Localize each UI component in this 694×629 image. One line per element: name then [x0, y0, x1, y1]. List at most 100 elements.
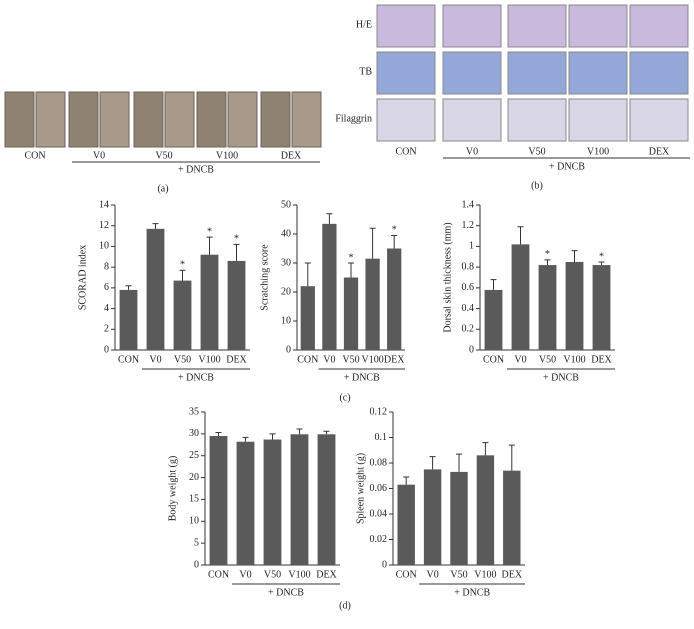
error-bar — [215, 432, 222, 437]
error-bar — [152, 223, 159, 229]
histology-image — [568, 51, 628, 95]
error-bar — [206, 236, 213, 255]
significance-marker: * — [234, 234, 239, 245]
error-bar — [269, 433, 276, 440]
error-bar — [179, 269, 186, 281]
bar — [317, 434, 336, 565]
y-tick-label: 50 — [281, 199, 291, 210]
bar — [322, 223, 337, 350]
y-tick-label: 6 — [104, 282, 109, 293]
y-tick-label: 12 — [99, 220, 109, 231]
y-tick-label: 0.4 — [462, 303, 475, 314]
group-label: V0 — [93, 150, 105, 161]
y-tick-label: 0.2 — [462, 324, 475, 335]
x-tick-label: CON — [208, 569, 229, 580]
x-tick-label: V50 — [342, 354, 359, 365]
y-tick-label: 1.4 — [462, 199, 475, 210]
column-label: CON — [395, 146, 416, 157]
mouse-photo — [133, 91, 164, 148]
bar — [173, 280, 192, 350]
panel-label: (c) — [339, 392, 350, 403]
y-tick-label: 0.6 — [462, 282, 475, 293]
mouse-photo — [68, 91, 99, 148]
bar — [450, 471, 468, 565]
row-label: Filaggrin — [335, 113, 372, 124]
bar — [300, 286, 315, 350]
bar — [227, 260, 246, 350]
error-bar — [304, 262, 311, 287]
x-tick-label: V0 — [149, 354, 161, 365]
y-tick-label: 0 — [469, 344, 474, 355]
bar — [236, 441, 255, 565]
x-tick-label: V50 — [539, 354, 556, 365]
y-tick-label: 14 — [99, 199, 109, 210]
mouse-photo — [227, 91, 258, 148]
y-tick-label: 1.2 — [462, 220, 475, 231]
significance-marker: * — [545, 249, 550, 260]
bar — [200, 254, 219, 350]
y-tick-label: 0.8 — [462, 261, 475, 272]
row-label: TB — [359, 66, 372, 77]
x-tick-label: V0 — [426, 569, 438, 580]
y-tick-label: 0 — [382, 559, 387, 570]
mouse-photo — [35, 91, 66, 148]
error-bar — [296, 428, 303, 435]
y-tick-label: 0.1 — [375, 432, 388, 443]
bar — [119, 289, 138, 350]
bar — [476, 455, 495, 565]
x-tick-label: CON — [396, 569, 417, 580]
bar — [538, 265, 557, 350]
x-tick-label: V0 — [239, 569, 251, 580]
x-tick-label: CON — [297, 354, 318, 365]
y-tick-label: 30 — [281, 257, 291, 268]
panel-label: (a) — [157, 183, 168, 194]
bar — [290, 434, 309, 565]
error-bar — [323, 430, 330, 435]
group-label: V50 — [155, 150, 172, 161]
y-tick-label: 10 — [281, 315, 291, 326]
group-label: CON — [24, 150, 45, 161]
x-tick-label: DEX — [316, 569, 337, 580]
error-bar — [482, 442, 489, 456]
bar — [484, 289, 503, 350]
histology-image — [376, 51, 436, 95]
bar — [387, 248, 402, 350]
x-tick-label: V50 — [264, 569, 281, 580]
y-tick-label: 0 — [286, 344, 291, 355]
mouse-photo — [291, 91, 322, 148]
error-bar — [544, 259, 551, 266]
error-bar — [242, 436, 249, 442]
histology-image — [442, 51, 502, 95]
bar — [146, 228, 165, 350]
error-bar — [233, 243, 240, 261]
x-tick-label: V100 — [563, 354, 585, 365]
column-label: DEX — [649, 146, 670, 157]
error-bar — [490, 279, 497, 290]
error-bar — [429, 456, 436, 470]
mouse-photo — [99, 91, 130, 148]
group-label: + DNCB — [549, 161, 585, 172]
bar — [365, 258, 380, 350]
significance-marker: * — [599, 251, 604, 262]
y-axis-label: Spleen weight (g) — [355, 453, 366, 524]
mouse-photo — [164, 91, 195, 148]
histology-image — [507, 51, 567, 95]
y-tick-label: 30 — [189, 428, 199, 439]
x-tick-label: DEX — [591, 354, 612, 365]
y-axis-label: SCORAD index — [77, 245, 88, 310]
bar — [592, 265, 611, 350]
significance-marker: * — [207, 226, 212, 237]
bar — [263, 439, 282, 565]
x-tick-label: V0 — [323, 354, 335, 365]
group-label: + DNCB — [268, 587, 304, 598]
error-bar — [348, 262, 354, 278]
histology-image — [507, 4, 567, 48]
y-axis-label: Body weight (g) — [167, 456, 178, 522]
y-tick-label: 0.06 — [370, 483, 388, 494]
bar — [397, 484, 415, 565]
x-tick-label: DEX — [384, 354, 405, 365]
error-bar — [125, 285, 132, 290]
histology-image — [568, 4, 628, 48]
x-tick-label: V0 — [514, 354, 526, 365]
